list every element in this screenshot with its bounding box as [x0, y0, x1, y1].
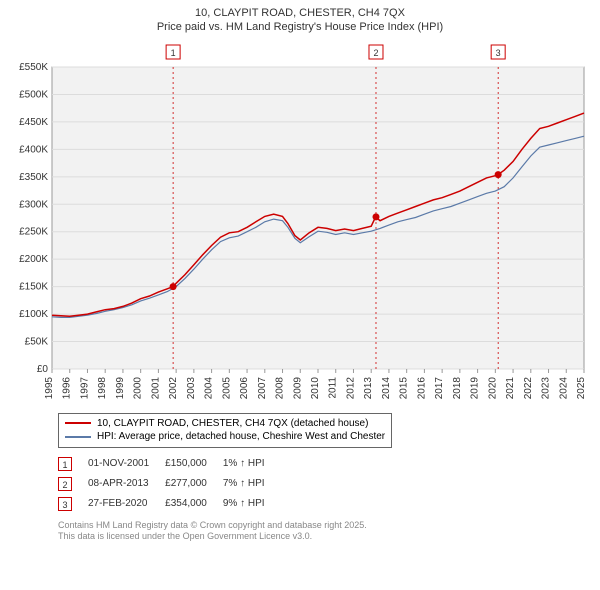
xtick-label: 2017 [434, 376, 445, 399]
xtick-label: 2013 [363, 376, 374, 399]
xtick-label: 1999 [115, 376, 126, 399]
xtick-label: 2009 [292, 376, 303, 399]
ytick-label: £550K [19, 62, 48, 73]
sale-marker-dot [372, 213, 379, 220]
sale-delta: 9% ↑ HPI [223, 494, 281, 514]
xtick-label: 2020 [487, 376, 498, 399]
sale-delta: 1% ↑ HPI [223, 454, 281, 474]
sales-table: 1 01-NOV-2001£150,0001% ↑ HPI 2 08-APR-2013… [58, 454, 281, 514]
sale-marker-num: 3 [496, 48, 501, 58]
xtick-label: 1996 [62, 376, 73, 399]
title-line1: 10, CLAYPIT ROAD, CHESTER, CH4 7QX [6, 6, 594, 20]
sale-num-box: 1 [58, 457, 72, 471]
xtick-label: 2022 [523, 376, 534, 399]
table-row: 3 27-FEB-2020£354,0009% ↑ HPI [58, 494, 281, 514]
xtick-label: 1998 [97, 376, 108, 399]
ytick-label: £50K [25, 336, 49, 347]
xtick-label: 2004 [204, 376, 215, 399]
sale-date: 08-APR-2013 [88, 474, 165, 494]
sale-marker-dot [495, 171, 502, 178]
legend-swatch [65, 436, 91, 438]
attribution: Contains HM Land Registry data © Crown c… [58, 520, 594, 543]
xtick-label: 2019 [470, 376, 481, 399]
xtick-label: 2016 [416, 376, 427, 399]
xtick-label: 2001 [150, 376, 161, 399]
sale-marker-num: 2 [373, 48, 378, 58]
ytick-label: £450K [19, 117, 48, 128]
sale-marker-dot [170, 283, 177, 290]
ytick-label: £400K [19, 144, 48, 155]
xtick-label: 2003 [186, 376, 197, 399]
ytick-label: £350K [19, 171, 48, 182]
xtick-label: 2025 [576, 376, 587, 399]
legend-row: 10, CLAYPIT ROAD, CHESTER, CH4 7QX (deta… [65, 417, 385, 431]
xtick-label: 2008 [275, 376, 286, 399]
sale-num-box: 3 [58, 497, 72, 511]
sale-delta: 7% ↑ HPI [223, 474, 281, 494]
legend-label: HPI: Average price, detached house, Ches… [97, 430, 385, 444]
sale-date: 01-NOV-2001 [88, 454, 165, 474]
xtick-label: 2018 [452, 376, 463, 399]
xtick-label: 2005 [221, 376, 232, 399]
xtick-label: 2011 [328, 376, 339, 398]
ytick-label: £150K [19, 281, 48, 292]
xtick-label: 2024 [558, 376, 569, 399]
attribution-line1: Contains HM Land Registry data © Crown c… [58, 520, 594, 532]
xtick-label: 2012 [345, 376, 356, 399]
table-row: 2 08-APR-2013£277,0007% ↑ HPI [58, 474, 281, 494]
xtick-label: 2021 [505, 376, 516, 399]
ytick-label: £0 [37, 364, 49, 375]
sale-date: 27-FEB-2020 [88, 494, 165, 514]
xtick-label: 2015 [399, 376, 410, 399]
ytick-label: £300K [19, 199, 48, 210]
plot-background [52, 67, 584, 369]
ytick-label: £250K [19, 226, 48, 237]
title-line2: Price paid vs. HM Land Registry's House … [6, 20, 594, 34]
sale-num-box: 2 [58, 477, 72, 491]
xtick-label: 1995 [44, 376, 55, 399]
xtick-label: 2007 [257, 376, 268, 399]
xtick-label: 2006 [239, 376, 250, 399]
chart-area: £0 £50K £100K £150K £200K £250K £300K £350K £400… [6, 39, 592, 409]
xtick-label: 2000 [133, 376, 144, 399]
attribution-line2: This data is licensed under the Open Gov… [58, 531, 594, 543]
xtick-label: 2014 [381, 376, 392, 399]
sale-price: £354,000 [165, 494, 223, 514]
legend-row: HPI: Average price, detached house, Ches… [65, 430, 385, 444]
ytick-label: £500K [19, 89, 48, 100]
table-row: 1 01-NOV-2001£150,0001% ↑ HPI [58, 454, 281, 474]
sale-price: £277,000 [165, 474, 223, 494]
ytick-label: £200K [19, 254, 48, 265]
ytick-label: £100K [19, 309, 48, 320]
sale-price: £150,000 [165, 454, 223, 474]
xtick-label: 2010 [310, 376, 321, 399]
legend: 10, CLAYPIT ROAD, CHESTER, CH4 7QX (deta… [58, 413, 392, 448]
sale-marker-num: 1 [171, 48, 176, 58]
legend-label: 10, CLAYPIT ROAD, CHESTER, CH4 7QX (deta… [97, 417, 368, 431]
xtick-label: 2002 [168, 376, 179, 399]
legend-swatch [65, 422, 91, 424]
chart-title: 10, CLAYPIT ROAD, CHESTER, CH4 7QX Price… [6, 6, 594, 35]
xtick-label: 2023 [541, 376, 552, 399]
xtick-label: 1997 [79, 376, 90, 399]
